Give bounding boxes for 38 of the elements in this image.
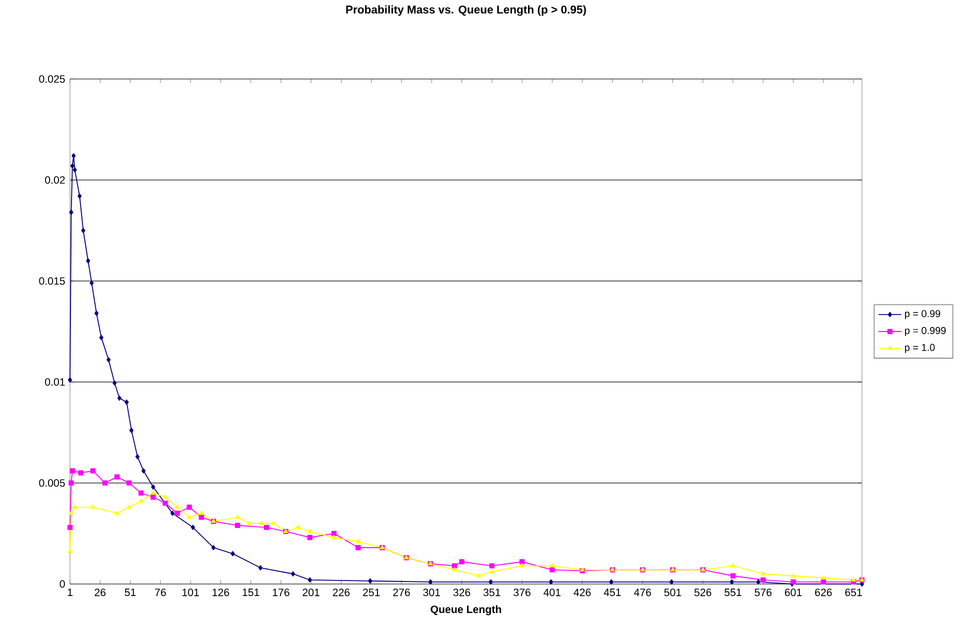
chart-title: Probability Mass vs. Queue Length (p > 0.95) xyxy=(346,5,586,16)
x-tick-label: 151 xyxy=(242,588,260,596)
x-tick-label: 176 xyxy=(272,588,290,596)
x-tick-label: 76 xyxy=(155,588,166,596)
x-tick-label: 226 xyxy=(332,588,350,596)
x-tick-label: 1 xyxy=(68,588,72,596)
y-tick-label: 0.015 xyxy=(39,277,65,285)
x-tick-label: 251 xyxy=(363,588,380,596)
x-tick-label: 376 xyxy=(514,588,530,596)
x-tick-label: 651 xyxy=(845,588,862,596)
x-axis-title: Queue Length xyxy=(430,605,502,616)
x-tick-label: 326 xyxy=(453,588,470,596)
x-tick-label: 126 xyxy=(212,588,230,596)
x-tick-label: 626 xyxy=(815,588,832,596)
x-tick-label: 351 xyxy=(483,588,500,596)
x-tick-label: 301 xyxy=(423,588,440,596)
x-tick-label: 451 xyxy=(604,588,621,596)
x-tick-label: 201 xyxy=(302,588,320,596)
x-tick-label: 101 xyxy=(182,588,199,596)
legend-label: p = 0.99 xyxy=(905,310,940,320)
x-tick-label: 26 xyxy=(94,588,106,596)
x-tick-label: 526 xyxy=(694,588,712,596)
x-tick-label: 51 xyxy=(124,588,136,596)
x-tick-label: 551 xyxy=(724,588,742,596)
x-tick-label: 476 xyxy=(634,588,651,596)
y-tick-label: 0.02 xyxy=(45,176,65,184)
legend-label: p = 0.999 xyxy=(905,327,946,336)
x-tick-label: 401 xyxy=(544,588,561,596)
legend-label: p = 1.0 xyxy=(905,344,935,353)
x-tick-label: 426 xyxy=(574,588,591,596)
x-tick-label: 576 xyxy=(754,588,772,596)
y-tick-label: 0.025 xyxy=(39,75,65,83)
y-tick-label: 0 xyxy=(60,580,65,588)
y-tick-label: 0.005 xyxy=(39,479,65,487)
x-tick-label: 501 xyxy=(664,588,682,596)
y-tick-label: 0.01 xyxy=(45,378,65,386)
x-tick-label: 601 xyxy=(784,588,802,596)
x-tick-label: 276 xyxy=(393,588,410,596)
